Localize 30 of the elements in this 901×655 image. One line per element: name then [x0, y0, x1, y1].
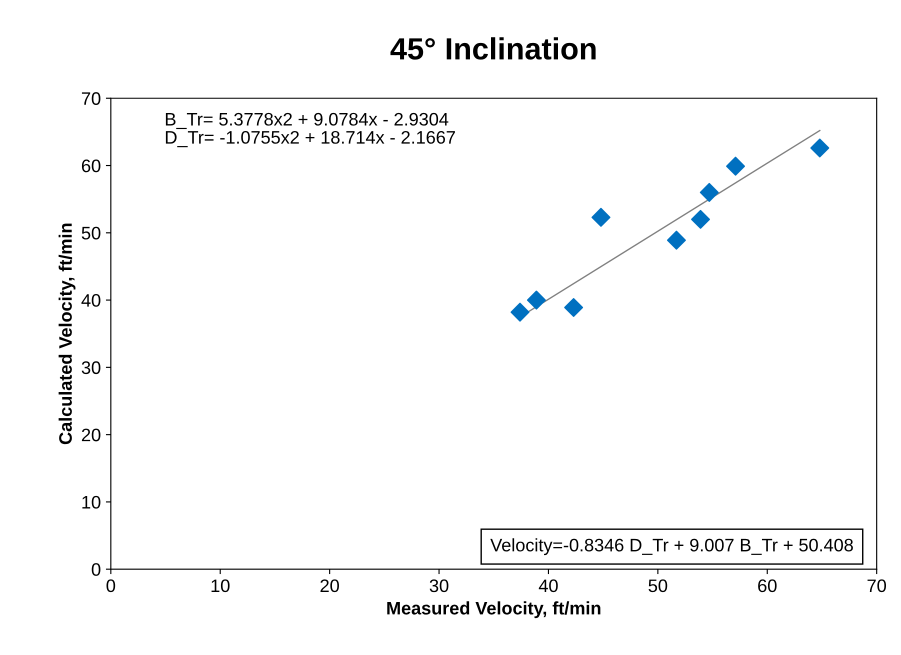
y-tick-label: 20 — [82, 428, 100, 442]
annotation: B_Tr= 5.3778x2 + 9.0784x - 2.9304 D_Tr= -1.0755x2 + 18.714x - 2.1667 — [166, 112, 455, 148]
y-tick-label: 70 — [82, 92, 100, 105]
y-axis-title: Calculated Velocity, ft/min — [58, 224, 76, 444]
y-tick-label: 10 — [82, 496, 100, 509]
x-tick-label: 50 — [648, 579, 668, 592]
x-tick-label: 0 — [106, 579, 116, 592]
y-tick-label: 60 — [82, 159, 100, 172]
point — [526, 290, 546, 310]
x-axis-title: Measured Velocity, ft/min — [387, 601, 600, 618]
point — [510, 302, 530, 322]
y-tick-label: 30 — [82, 361, 100, 374]
x-tick-label: 30 — [430, 579, 448, 592]
x-tick-label: 20 — [320, 579, 339, 592]
x-tick-label: 10 — [212, 579, 230, 592]
point — [666, 230, 686, 250]
point — [564, 298, 584, 317]
chart-title: 45° Inclination — [390, 37, 596, 60]
point — [691, 210, 710, 229]
point — [700, 182, 719, 202]
y-tick-label: 0 — [92, 563, 100, 576]
annotation: Velocity=-0.8346 D_Tr + 9.007 B_Tr + 50.408 — [490, 538, 853, 556]
y-tick-label: 50 — [82, 226, 100, 240]
point — [591, 208, 610, 227]
point — [726, 156, 746, 176]
x-tick-label: 70 — [868, 579, 886, 592]
x-tick-label: 60 — [758, 579, 777, 592]
x-tick-label: 40 — [538, 579, 558, 592]
point — [810, 138, 830, 158]
y-tick-label: 40 — [81, 294, 100, 307]
